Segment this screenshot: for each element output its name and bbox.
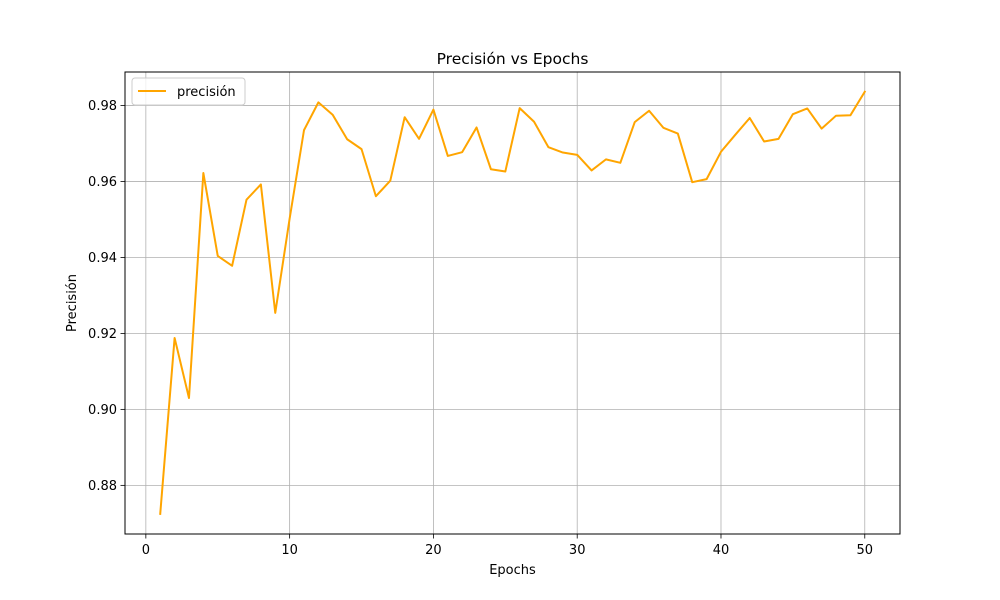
data-point <box>475 125 479 129</box>
data-point <box>374 194 378 198</box>
data-point <box>503 170 507 174</box>
data-point <box>748 116 752 120</box>
data-point <box>288 217 292 221</box>
data-point <box>762 140 766 144</box>
x-tick-label: 30 <box>569 543 586 558</box>
data-point <box>360 147 364 151</box>
data-point <box>388 179 392 183</box>
y-tick-label: 0.92 <box>88 327 117 342</box>
data-point <box>316 100 320 104</box>
y-tick-label: 0.94 <box>88 251 117 266</box>
y-tick-label: 0.98 <box>88 99 117 114</box>
data-point <box>719 150 723 154</box>
data-point <box>590 168 594 172</box>
data-point <box>417 137 421 141</box>
data-point <box>661 126 665 130</box>
data-point <box>820 127 824 131</box>
data-point <box>245 198 249 202</box>
series-line <box>159 90 867 515</box>
x-tick-label: 40 <box>713 543 730 558</box>
data-point <box>633 120 637 124</box>
data-point <box>834 114 838 118</box>
legend-label: precisión <box>177 85 236 100</box>
data-point <box>863 90 867 94</box>
y-tick-label: 0.96 <box>88 175 117 190</box>
legend-box <box>131 77 246 106</box>
data-point <box>777 137 781 141</box>
data-point <box>302 128 306 132</box>
data-point <box>259 182 263 186</box>
data-point <box>201 171 205 175</box>
data-point <box>546 145 550 149</box>
y-tick-label: 0.88 <box>88 479 117 494</box>
data-point <box>791 112 795 116</box>
data-point <box>561 151 565 155</box>
data-point <box>532 120 536 124</box>
data-point <box>273 311 277 315</box>
x-tick-label: 20 <box>425 543 442 558</box>
y-axis-label: Precisión <box>65 274 80 332</box>
y-tick-label: 0.90 <box>88 403 117 418</box>
data-point <box>690 180 694 184</box>
data-point <box>431 108 435 112</box>
data-point <box>518 106 522 110</box>
ticks: 0 10 20 30 40 50 0.88 0.90 0.92 0.94 0.96 0.98 <box>88 99 873 558</box>
series-layer <box>158 90 867 516</box>
data-point <box>460 150 464 154</box>
x-tick-label: 50 <box>856 543 873 558</box>
data-point <box>733 133 737 137</box>
data-point <box>403 115 407 119</box>
data-point <box>158 512 162 516</box>
x-axis-label: Epochs <box>489 563 536 578</box>
data-point <box>848 113 852 117</box>
x-tick-label: 10 <box>281 543 298 558</box>
data-point <box>173 336 177 340</box>
data-point <box>187 396 191 400</box>
data-point <box>216 254 220 258</box>
grid <box>125 72 900 534</box>
legend: precisión <box>131 77 246 106</box>
data-point <box>345 137 349 141</box>
data-point <box>230 264 234 268</box>
data-point <box>604 157 608 161</box>
data-point <box>575 153 579 157</box>
x-tick-label: 0 <box>142 543 150 558</box>
data-point <box>618 161 622 165</box>
data-point <box>489 167 493 171</box>
data-point <box>446 154 450 158</box>
data-point <box>705 177 709 181</box>
data-point <box>331 113 335 117</box>
chart-title: Precisión vs Epochs <box>437 50 589 68</box>
data-point <box>647 109 651 113</box>
data-point <box>676 132 680 136</box>
data-point <box>805 106 809 110</box>
plot-frame <box>124 71 901 535</box>
